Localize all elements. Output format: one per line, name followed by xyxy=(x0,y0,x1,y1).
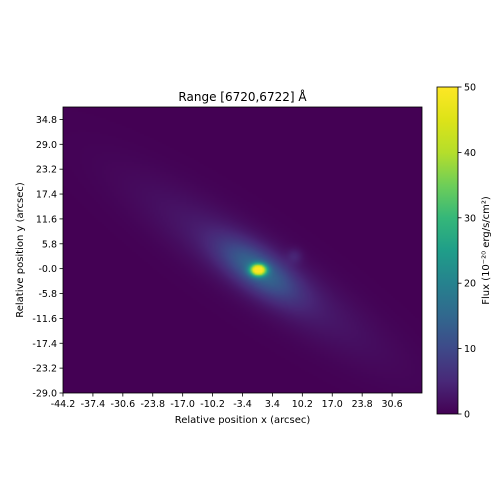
heatmap-raster xyxy=(63,107,422,393)
x-tick-label: -30.6 xyxy=(111,399,136,410)
x-tick-label: -17.0 xyxy=(170,399,195,410)
y-tick-label: -23.2 xyxy=(32,364,57,375)
colorbar-tick-label: 30 xyxy=(464,213,476,224)
x-tick-label: 30.6 xyxy=(382,399,403,410)
x-tick-label: 10.2 xyxy=(292,399,313,410)
colorbar xyxy=(436,86,459,415)
y-tick-label: 29.0 xyxy=(36,140,57,151)
y-tick-label: 5.8 xyxy=(42,239,57,250)
x-tick-label: -37.4 xyxy=(81,399,106,410)
y-tick-label: 34.8 xyxy=(36,115,57,126)
x-tick-label: -44.2 xyxy=(51,399,76,410)
heatmap-image xyxy=(63,107,422,393)
x-axis: -44.2 -37.4 -30.6 -23.8 -17.0 -10.2 -3.4 3.4 10.… xyxy=(51,393,403,410)
y-tick-label: -5.8 xyxy=(38,289,57,300)
y-tick-label: 23.2 xyxy=(36,165,57,176)
x-tick-label: -23.8 xyxy=(140,399,165,410)
y-tick-label: 11.6 xyxy=(36,214,57,225)
y-axis: -29.0 -23.2 -17.4 -11.6 -5.8 -0.0 5.8 11.6 17.4 2… xyxy=(32,115,63,400)
y-axis-label: Relative position y (arcsec) xyxy=(15,182,26,318)
chart-title: Range [6720,6722] Å xyxy=(178,89,307,104)
colorbar-tick-label: 10 xyxy=(464,344,476,355)
y-tick-label: -11.6 xyxy=(32,314,57,325)
x-tick-label: 3.4 xyxy=(265,399,280,410)
y-tick-label: -0.0 xyxy=(38,264,57,275)
x-tick-label: 23.8 xyxy=(352,399,373,410)
colorbar-tick-label: 50 xyxy=(464,83,476,94)
colorbar-tick-label: 0 xyxy=(464,410,470,421)
colorbar-tick-label: 20 xyxy=(464,279,476,290)
y-tick-label: -29.0 xyxy=(32,389,57,400)
x-tick-label: -10.2 xyxy=(200,399,225,410)
x-tick-label: 17.0 xyxy=(322,399,343,410)
colorbar-label: Flux (10⁻²⁰ erg/s/cm²) xyxy=(481,196,492,305)
colorbar-axis: 0 10 20 30 40 50 xyxy=(458,83,476,421)
y-tick-label: 17.4 xyxy=(36,190,57,201)
colorbar-tick-label: 40 xyxy=(464,148,476,159)
y-tick-label: -17.4 xyxy=(32,339,57,350)
x-axis-label: Relative position x (arcsec) xyxy=(175,415,311,426)
x-tick-label: -3.4 xyxy=(233,399,252,410)
